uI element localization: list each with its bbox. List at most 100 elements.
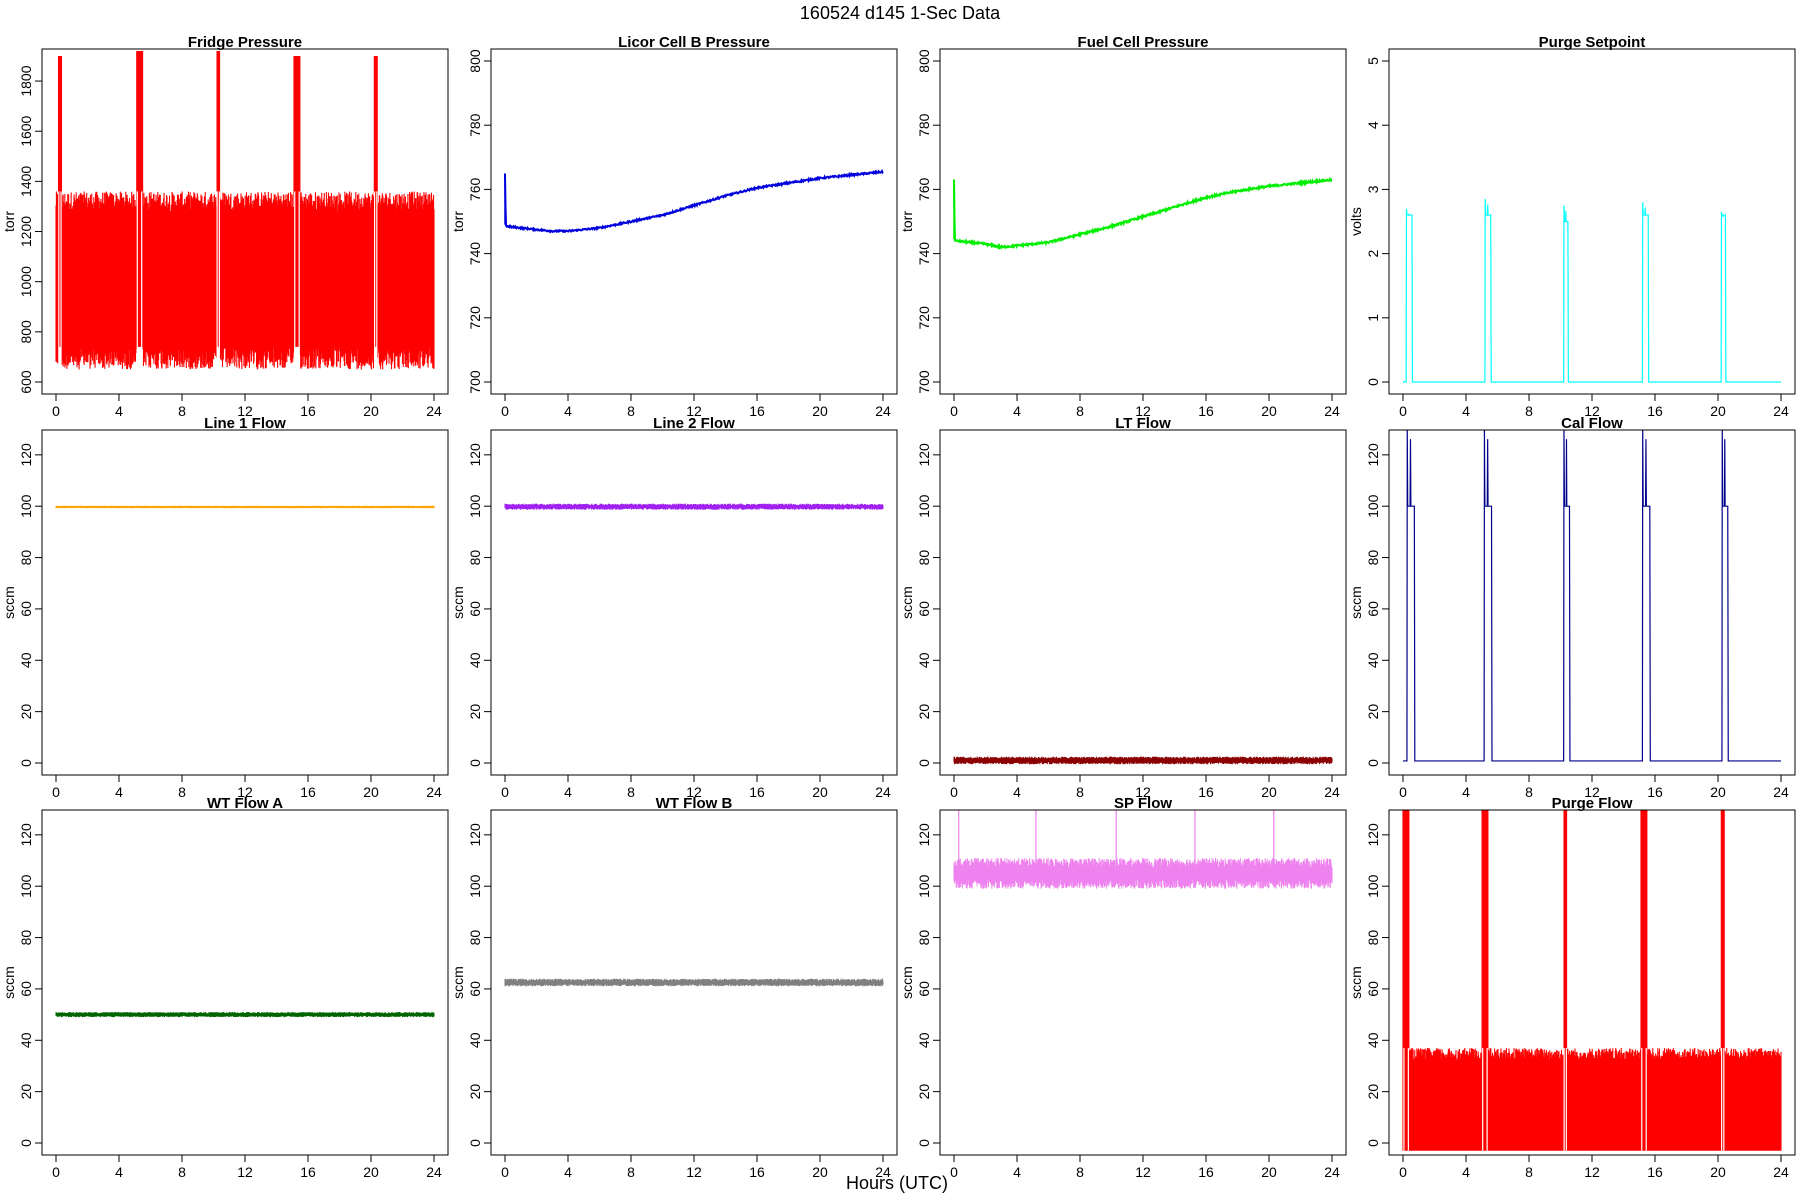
y-tick-label: 120 <box>916 443 932 467</box>
y-tick-label: 740 <box>916 242 932 266</box>
x-tick-label: 8 <box>1525 784 1533 800</box>
y-tick-label: 40 <box>1365 652 1381 668</box>
x-tick-label: 16 <box>1198 784 1214 800</box>
plot-box <box>939 429 1347 776</box>
series-6 <box>504 503 884 510</box>
series-2 <box>504 168 884 234</box>
x-tick-label: 0 <box>1399 1164 1407 1180</box>
y-tick-label: 0 <box>18 759 34 767</box>
x-tick-label: 4 <box>1462 784 1470 800</box>
x-tick-label: 16 <box>749 784 765 800</box>
x-tick-label: 12 <box>237 784 253 800</box>
x-tick-label: 20 <box>1261 403 1277 419</box>
x-tick-label: 12 <box>686 784 702 800</box>
y-tick-label: 4 <box>1365 121 1381 129</box>
x-tick-label: 16 <box>1647 1164 1663 1180</box>
series-8 <box>1403 430 1781 762</box>
plot-box <box>41 809 449 1156</box>
panel-title: SP Flow <box>1114 795 1172 812</box>
y-axis-label: sccm <box>899 586 915 619</box>
x-tick-label: 8 <box>178 1164 186 1180</box>
y-axis-label: volts <box>1348 207 1364 236</box>
y-tick-label: 80 <box>1365 550 1381 566</box>
y-tick-label: 40 <box>18 1032 34 1048</box>
x-tick-label: 8 <box>627 1164 635 1180</box>
y-axis-label: sccm <box>1 966 17 999</box>
y-tick-label: 100 <box>916 494 932 518</box>
series-11 <box>953 810 1333 889</box>
x-tick-label: 20 <box>1261 784 1277 800</box>
x-tick-label: 8 <box>627 784 635 800</box>
y-axis-label: sccm <box>1 586 17 619</box>
panel-8: Cal Flow 0 4 8 12 16 20 24 0 20 40 60 80 100 120 sccm <box>1348 415 1796 800</box>
x-tick-label: 20 <box>812 403 828 419</box>
x-tick-label: 0 <box>52 403 60 419</box>
y-tick-label: 100 <box>18 874 34 898</box>
y-tick-label: 0 <box>467 1139 483 1147</box>
panel-title: WT Flow A <box>207 795 283 812</box>
panel-title: Fridge Pressure <box>188 34 302 51</box>
y-tick-label: 100 <box>1365 494 1381 518</box>
y-tick-label: 40 <box>1365 1032 1381 1048</box>
x-tick-label: 20 <box>1710 403 1726 419</box>
x-tick-label: 20 <box>363 403 379 419</box>
y-tick-label: 120 <box>467 443 483 467</box>
x-tick-label: 20 <box>363 1164 379 1180</box>
x-tick-label: 12 <box>237 403 253 419</box>
plot-box <box>1388 429 1796 776</box>
plot-box <box>1388 48 1796 395</box>
y-tick-label: 1400 <box>18 166 34 197</box>
y-tick-label: 0 <box>467 759 483 767</box>
x-tick-label: 4 <box>564 403 572 419</box>
x-tick-label: 20 <box>1261 1164 1277 1180</box>
x-tick-label: 4 <box>1462 403 1470 419</box>
y-tick-label: 780 <box>916 113 932 137</box>
x-tick-label: 8 <box>1525 1164 1533 1180</box>
y-tick-label: 5 <box>1365 57 1381 65</box>
y-tick-label: 100 <box>467 874 483 898</box>
y-tick-label: 80 <box>467 550 483 566</box>
x-tick-label: 0 <box>501 784 509 800</box>
series-band-core <box>56 214 434 345</box>
series-3 <box>953 177 1333 251</box>
x-tick-label: 0 <box>501 403 509 419</box>
y-axis-label: sccm <box>450 586 466 619</box>
y-tick-label: 20 <box>467 1084 483 1100</box>
x-tick-label: 24 <box>1773 784 1789 800</box>
y-tick-label: 760 <box>916 178 932 202</box>
x-tick-label: 4 <box>1462 1164 1470 1180</box>
x-tick-label: 12 <box>686 403 702 419</box>
y-tick-label: 700 <box>916 370 932 394</box>
x-tick-label: 24 <box>1324 784 1340 800</box>
x-tick-label: 12 <box>1584 403 1600 419</box>
series-10 <box>504 978 884 987</box>
series-12 <box>1402 810 1782 1151</box>
y-tick-label: 3 <box>1365 185 1381 193</box>
x-tick-label: 24 <box>1324 403 1340 419</box>
x-tick-label: 12 <box>686 1164 702 1180</box>
x-tick-label: 0 <box>1399 784 1407 800</box>
x-tick-label: 12 <box>1135 403 1151 419</box>
y-tick-label: 120 <box>18 823 34 847</box>
y-tick-label: 0 <box>1365 759 1381 767</box>
series-4 <box>1403 199 1781 383</box>
x-tick-label: 20 <box>1710 1164 1726 1180</box>
x-tick-label: 24 <box>1773 1164 1789 1180</box>
y-tick-label: 20 <box>467 704 483 720</box>
panel-title: Line 2 Flow <box>653 415 735 432</box>
y-tick-label: 60 <box>18 981 34 997</box>
y-tick-label: 60 <box>18 601 34 617</box>
x-tick-label: 20 <box>363 784 379 800</box>
x-tick-label: 12 <box>237 1164 253 1180</box>
y-tick-label: 800 <box>18 320 34 344</box>
y-tick-label: 20 <box>18 1084 34 1100</box>
y-tick-label: 740 <box>467 242 483 266</box>
y-tick-label: 80 <box>916 550 932 566</box>
x-tick-label: 16 <box>1647 403 1663 419</box>
y-axis-label: sccm <box>1348 966 1364 999</box>
y-tick-label: 100 <box>467 494 483 518</box>
y-tick-label: 120 <box>1365 443 1381 467</box>
y-tick-label: 20 <box>916 704 932 720</box>
y-axis-label: torr <box>450 211 466 232</box>
